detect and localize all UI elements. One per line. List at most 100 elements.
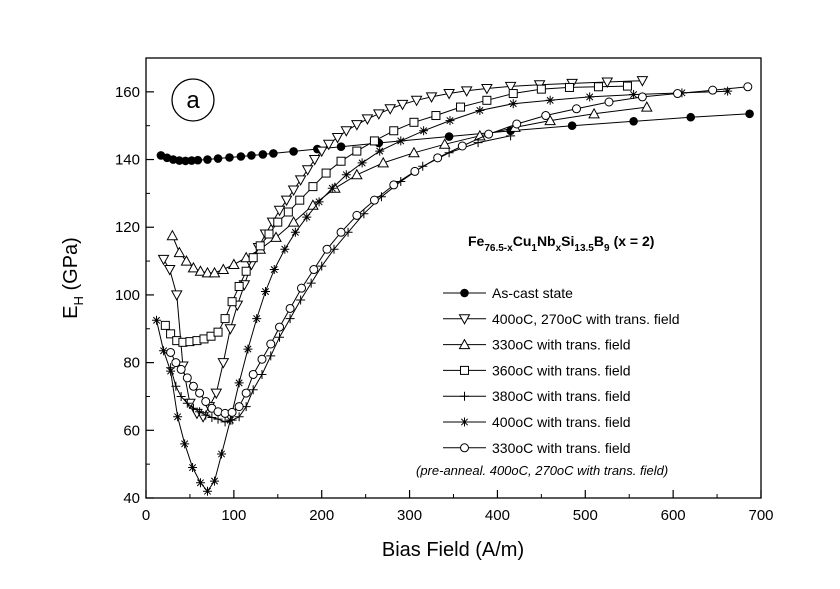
data-point xyxy=(433,153,443,163)
data-point xyxy=(287,216,300,227)
data-point xyxy=(248,253,258,263)
data-point xyxy=(389,126,399,136)
data-point xyxy=(228,258,240,269)
data-point xyxy=(252,314,262,324)
data-point xyxy=(285,314,295,324)
data-point xyxy=(375,146,385,156)
formula-part: 1 xyxy=(531,243,537,254)
data-point xyxy=(213,327,223,337)
data-point xyxy=(351,120,363,131)
data-point xyxy=(248,385,258,395)
series-line xyxy=(170,135,511,423)
data-point xyxy=(302,212,312,222)
data-point xyxy=(481,83,493,95)
y-tick-label: 100 xyxy=(115,287,140,304)
data-point xyxy=(372,109,385,120)
data-point xyxy=(482,95,492,105)
data-point xyxy=(322,139,335,151)
legend-marker xyxy=(458,314,471,325)
data-point xyxy=(686,112,696,122)
data-point xyxy=(195,388,205,398)
data-point xyxy=(295,195,305,205)
data-point xyxy=(438,138,451,149)
data-point xyxy=(182,398,192,408)
data-point xyxy=(322,244,332,254)
data-point xyxy=(213,154,223,163)
data-point xyxy=(444,132,454,141)
series-square xyxy=(160,81,632,347)
legend-marker xyxy=(460,365,469,375)
formula-part: 76.5-x xyxy=(484,243,513,254)
data-point xyxy=(227,407,237,417)
data-point xyxy=(743,82,753,92)
x-tick-label: 200 xyxy=(309,507,334,524)
data-point xyxy=(234,281,244,291)
data-point xyxy=(176,391,186,401)
y-axis-title: EH (GPa) xyxy=(60,237,86,319)
data-point xyxy=(419,126,429,136)
legend-item: As-cast state xyxy=(443,285,573,301)
formula-part: 13.5 xyxy=(574,243,594,254)
pre-anneal-note: (pre-anneal. 400oC, 270oC with trans. fi… xyxy=(416,463,668,478)
legend-label: 330oC with trans. field xyxy=(492,440,631,456)
data-point xyxy=(188,463,198,473)
data-point xyxy=(266,339,276,349)
data-point xyxy=(296,295,306,305)
data-point xyxy=(425,92,438,103)
y-tick-label: 60 xyxy=(123,422,140,439)
formula-part: Fe xyxy=(468,233,485,249)
data-point xyxy=(217,449,227,459)
data-point xyxy=(588,107,600,119)
data-point xyxy=(275,332,285,342)
data-point xyxy=(352,210,362,220)
data-point xyxy=(443,89,455,100)
data-point xyxy=(203,155,212,164)
data-point xyxy=(207,412,217,422)
legend-item: 380oC with trans. field xyxy=(443,388,631,404)
data-point xyxy=(593,82,603,92)
data-point xyxy=(723,86,733,96)
data-point xyxy=(285,303,295,313)
data-point xyxy=(273,205,286,217)
y-axis-title-rest: (GPa) xyxy=(60,237,82,296)
data-point xyxy=(290,227,300,237)
data-point xyxy=(564,82,574,92)
data-point xyxy=(188,381,198,391)
data-point xyxy=(280,195,293,207)
legend-marker xyxy=(460,443,469,453)
alloy-formula: Fe76.5-xCu1NbxSi13.5B9 (x = 2) xyxy=(468,233,654,254)
data-point xyxy=(287,185,300,197)
data-point xyxy=(544,114,556,126)
formula-part: Cu xyxy=(513,233,532,249)
data-point xyxy=(306,278,316,288)
data-point xyxy=(188,403,198,413)
series-line xyxy=(156,90,728,493)
x-axis-title: Bias Field (A/m) xyxy=(382,539,524,561)
data-point xyxy=(180,439,190,449)
data-point xyxy=(301,165,314,176)
data-point xyxy=(208,266,221,278)
legend-item: 400oC, 270oC with trans. field xyxy=(443,311,680,327)
data-point xyxy=(340,126,353,137)
data-point xyxy=(445,116,455,126)
data-point xyxy=(410,166,420,176)
data-point xyxy=(266,351,276,361)
data-point xyxy=(377,156,390,168)
data-point xyxy=(629,116,638,126)
data-point xyxy=(408,146,420,158)
data-point xyxy=(336,227,346,237)
data-point xyxy=(283,207,293,217)
formula-part: B xyxy=(594,233,604,249)
series-open-circle xyxy=(166,82,753,418)
data-point xyxy=(173,412,183,422)
data-point xyxy=(431,111,441,121)
data-point xyxy=(572,104,581,114)
data-point xyxy=(314,197,324,207)
data-point xyxy=(396,99,409,111)
data-point xyxy=(351,168,363,180)
legend-marker xyxy=(458,338,471,350)
legend-marker xyxy=(460,288,469,298)
data-point xyxy=(601,77,614,89)
panel-label-circle xyxy=(171,78,215,122)
